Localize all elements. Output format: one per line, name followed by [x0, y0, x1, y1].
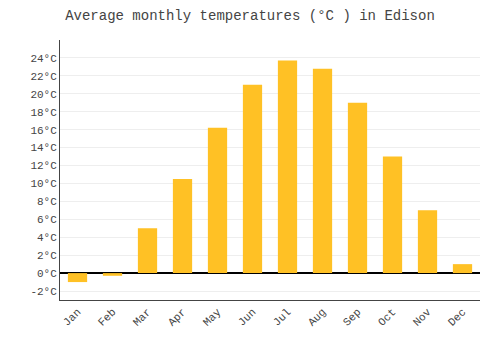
svg-text:18°C: 18°C	[30, 107, 57, 119]
svg-text:22°C: 22°C	[30, 71, 57, 83]
svg-text:Jan: Jan	[61, 306, 83, 328]
svg-text:4°C: 4°C	[37, 232, 57, 244]
svg-text:Dec: Dec	[446, 306, 468, 328]
svg-text:14°C: 14°C	[30, 142, 57, 154]
svg-text:16°C: 16°C	[30, 125, 57, 137]
svg-text:Aug: Aug	[306, 306, 328, 328]
svg-text:Average monthly temperatures (: Average monthly temperatures (°C ) in Ed…	[65, 8, 435, 24]
svg-text:24°C: 24°C	[30, 53, 57, 65]
svg-text:Oct: Oct	[376, 306, 398, 328]
svg-text:2°C: 2°C	[37, 250, 57, 262]
svg-text:Nov: Nov	[411, 306, 434, 329]
svg-text:Apr: Apr	[166, 306, 188, 328]
svg-text:May: May	[201, 306, 224, 329]
svg-text:Jul: Jul	[271, 306, 293, 328]
svg-text:20°C: 20°C	[30, 89, 57, 101]
svg-text:12°C: 12°C	[30, 160, 57, 172]
svg-text:8°C: 8°C	[37, 196, 57, 208]
svg-text:Feb: Feb	[96, 306, 118, 328]
svg-text:10°C: 10°C	[30, 178, 57, 190]
svg-text:Mar: Mar	[131, 306, 153, 328]
svg-text:Jun: Jun	[236, 306, 258, 328]
svg-text:Sep: Sep	[341, 306, 363, 328]
svg-text:6°C: 6°C	[37, 214, 57, 226]
svg-text:-2°C: -2°C	[30, 286, 57, 298]
svg-text:0°C: 0°C	[37, 268, 57, 280]
